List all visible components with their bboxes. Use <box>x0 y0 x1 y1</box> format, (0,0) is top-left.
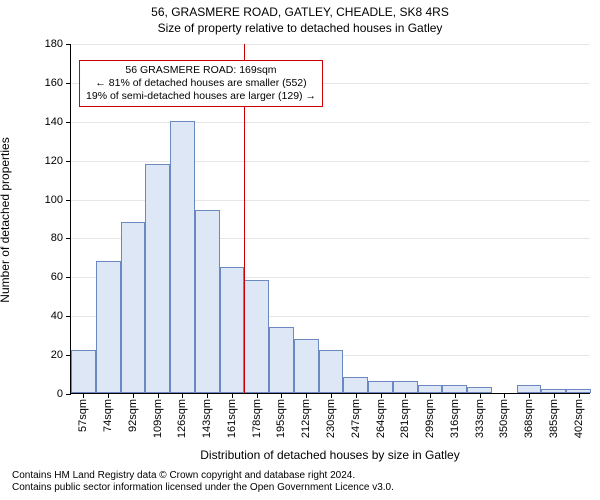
credits-line-3: Contains public sector information licen… <box>12 482 394 494</box>
xtick-label: 57sqm <box>77 399 89 432</box>
xtick-mark <box>480 393 481 398</box>
histogram-bar <box>269 327 294 393</box>
xtick-label: 316sqm <box>449 399 461 438</box>
xtick-label: 126sqm <box>176 399 188 438</box>
xtick-label: 264sqm <box>375 399 387 438</box>
ytick-label: 20 <box>51 349 63 361</box>
xtick-label: 385sqm <box>548 399 560 438</box>
histogram-bar <box>71 350 96 393</box>
xtick-label: 92sqm <box>127 399 139 432</box>
xtick-mark <box>381 393 382 398</box>
histogram-bar <box>121 222 146 393</box>
histogram-bar <box>343 377 368 393</box>
xtick-label: 109sqm <box>152 399 164 438</box>
xtick-mark <box>182 393 183 398</box>
xtick-mark <box>83 393 84 398</box>
ytick-label: 180 <box>45 38 63 50</box>
histogram-bar <box>393 381 418 393</box>
xtick-label: 350sqm <box>498 399 510 438</box>
x-axis-label: Distribution of detached houses by size … <box>70 448 590 462</box>
xtick-label: 402sqm <box>573 399 585 438</box>
gridline <box>71 44 590 45</box>
ytick-label: 140 <box>45 116 63 128</box>
ytick-label: 60 <box>51 271 63 283</box>
xtick-mark <box>529 393 530 398</box>
xtick-label: 281sqm <box>399 399 411 438</box>
histogram-bar <box>418 385 443 393</box>
histogram-bar <box>145 164 170 393</box>
ytick-mark <box>66 316 71 317</box>
histogram-bar <box>442 385 467 393</box>
ytick-mark <box>66 277 71 278</box>
credits-text: Contains HM Land Registry data © Crown c… <box>12 470 394 494</box>
xtick-mark <box>430 393 431 398</box>
xtick-mark <box>133 393 134 398</box>
xtick-label: 230sqm <box>325 399 337 438</box>
gridline <box>71 161 590 162</box>
ytick-label: 80 <box>51 232 63 244</box>
annotation-line: 56 GRASMERE ROAD: 169sqm <box>86 64 316 77</box>
xtick-mark <box>232 393 233 398</box>
histogram-bar <box>195 210 220 393</box>
xtick-label: 143sqm <box>201 399 213 438</box>
xtick-mark <box>257 393 258 398</box>
title-line-2: Size of property relative to detached ho… <box>0 20 600 36</box>
xtick-mark <box>405 393 406 398</box>
xtick-label: 212sqm <box>300 399 312 438</box>
ytick-mark <box>66 161 71 162</box>
histogram-bar <box>517 385 542 393</box>
xtick-mark <box>108 393 109 398</box>
xtick-mark <box>331 393 332 398</box>
title-block: 56, GRASMERE ROAD, GATLEY, CHEADLE, SK8 … <box>0 4 600 36</box>
xtick-mark <box>554 393 555 398</box>
histogram-bar <box>96 261 121 393</box>
xtick-label: 247sqm <box>350 399 362 438</box>
xtick-mark <box>281 393 282 398</box>
xtick-label: 161sqm <box>226 399 238 438</box>
histogram-bar <box>220 267 245 393</box>
ytick-mark <box>66 44 71 45</box>
annotation-line: ← 81% of detached houses are smaller (55… <box>86 77 316 90</box>
annotation-line: 19% of semi-detached houses are larger (… <box>86 90 316 103</box>
ytick-label: 40 <box>51 310 63 322</box>
ytick-label: 100 <box>45 194 63 206</box>
ytick-mark <box>66 83 71 84</box>
xtick-mark <box>504 393 505 398</box>
xtick-mark <box>579 393 580 398</box>
xtick-mark <box>356 393 357 398</box>
histogram-bar <box>170 121 195 393</box>
credits-line-1: Contains HM Land Registry data © Crown c… <box>12 470 394 482</box>
ytick-label: 0 <box>57 388 63 400</box>
histogram-bar <box>368 381 393 393</box>
ytick-mark <box>66 394 71 395</box>
ytick-mark <box>66 122 71 123</box>
chart-root: 56, GRASMERE ROAD, GATLEY, CHEADLE, SK8 … <box>0 0 600 500</box>
gridline <box>71 122 590 123</box>
xtick-label: 74sqm <box>102 399 114 432</box>
xtick-mark <box>455 393 456 398</box>
xtick-mark <box>207 393 208 398</box>
ytick-label: 160 <box>45 77 63 89</box>
title-line-1: 56, GRASMERE ROAD, GATLEY, CHEADLE, SK8 … <box>0 4 600 20</box>
xtick-mark <box>158 393 159 398</box>
xtick-label: 299sqm <box>424 399 436 438</box>
plot-area: 02040608010012014016018057sqm74sqm92sqm1… <box>70 44 590 394</box>
histogram-bar <box>244 280 269 393</box>
xtick-mark <box>306 393 307 398</box>
xtick-label: 368sqm <box>523 399 535 438</box>
xtick-label: 333sqm <box>474 399 486 438</box>
ytick-mark <box>66 200 71 201</box>
ytick-mark <box>66 238 71 239</box>
xtick-label: 178sqm <box>251 399 263 438</box>
ytick-label: 120 <box>45 155 63 167</box>
xtick-label: 195sqm <box>275 399 287 438</box>
histogram-bar <box>294 339 319 393</box>
annotation-box: 56 GRASMERE ROAD: 169sqm← 81% of detache… <box>79 60 323 107</box>
histogram-bar <box>319 350 344 393</box>
y-axis-label: Number of detached properties <box>0 137 12 302</box>
